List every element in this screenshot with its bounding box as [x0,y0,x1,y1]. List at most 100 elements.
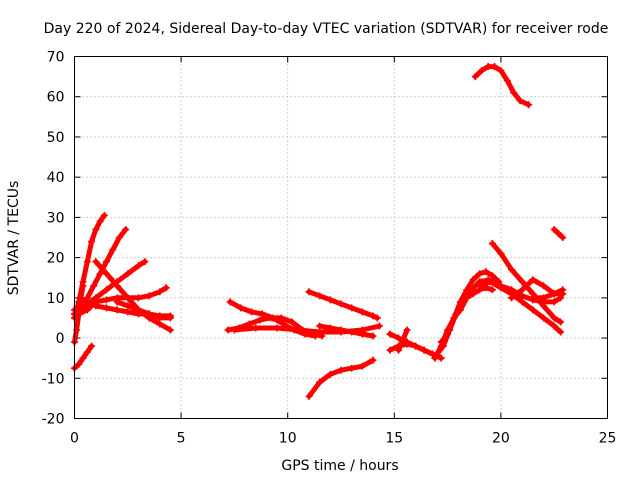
series-arc-14 [305,356,377,400]
grid [74,56,608,419]
data-point [529,294,537,302]
data-point [145,292,153,300]
x-tick-label: 20 [492,431,510,447]
data-point [540,302,548,310]
series-arc-26 [529,286,567,302]
data-point [92,302,100,310]
data-point [431,354,439,362]
data-point [134,262,142,270]
data-point [230,326,238,334]
data-point [326,370,334,378]
data-point [258,310,266,318]
series-arc-21 [437,284,496,346]
data-point [476,270,484,278]
data-point [395,334,403,342]
data-point [540,314,548,322]
x-tick-label: 15 [385,431,403,447]
data-point [559,286,567,294]
plot-area [71,63,567,400]
data-point [124,270,132,278]
data-point [469,276,477,284]
data-point [83,294,91,302]
series-arc-06 [75,284,170,318]
data-point [510,89,518,97]
x-tick-label: 5 [177,431,186,447]
data-point [550,290,558,298]
data-point [75,360,83,368]
data-point [316,322,324,330]
series-arc-18 [395,326,411,354]
data-point [540,282,548,290]
data-point [109,246,117,254]
y-tick-label: 40 [47,170,65,186]
data-point [100,211,108,219]
data-point [508,266,516,274]
data-point [508,294,516,302]
axis-ticks: 0 5 10 15 20 25 -20 -10 0 10 20 30 40 50 60 70 [42,50,617,447]
data-point [124,308,132,316]
data-point [518,286,526,294]
data-point [113,306,121,314]
data-point [503,77,511,85]
data-point [403,338,411,346]
data-point [476,278,484,286]
series-arc-09 [113,298,174,322]
data-point [83,348,91,356]
data-point [102,296,110,304]
data-point [456,306,464,314]
data-point [88,238,96,246]
data-point [326,324,334,332]
data-point [463,286,471,294]
data-point [115,234,123,241]
x-axis-label: GPS time / hours [281,458,398,474]
data-point [337,326,345,334]
data-point [83,258,91,266]
data-point [294,326,302,334]
data-point [134,306,142,314]
series-arc-27 [471,63,533,109]
data-point [518,292,526,300]
data-point [141,258,149,266]
data-point [557,318,565,326]
data-point [79,354,87,362]
data-point [102,304,110,312]
y-axis-label: SDTVAR / TECUs [6,181,22,296]
series-arc-28 [550,225,567,241]
data-point [226,298,234,306]
data-point [395,346,403,354]
series-arc-17 [386,330,437,358]
data-point [550,298,558,306]
data-point [166,314,174,322]
series-arc-15 [316,322,377,340]
data-point [316,328,324,336]
data-point [488,240,496,248]
data-point [386,330,394,338]
data-point [437,338,445,346]
data-point [463,294,471,302]
data-point [113,298,121,306]
series-arc-11 [226,298,319,340]
data-point [386,346,394,354]
data-point [83,306,91,314]
data-point [348,304,356,312]
data-point [369,312,377,320]
data-point [486,278,494,286]
data-point [122,225,130,233]
data-point [166,326,174,334]
y-tick-label: 50 [47,130,65,146]
x-tick-label: 10 [279,431,297,447]
data-point [369,332,377,340]
data-point [75,310,83,318]
data-point [269,314,277,322]
data-point [88,342,96,350]
data-point [358,362,366,370]
data-point [92,225,100,233]
data-point [518,298,526,306]
data-point [450,314,458,322]
data-point [252,324,260,332]
data-point [550,314,558,322]
data-point [373,314,381,322]
y-tick-label: 20 [47,251,65,267]
data-point [497,250,505,258]
